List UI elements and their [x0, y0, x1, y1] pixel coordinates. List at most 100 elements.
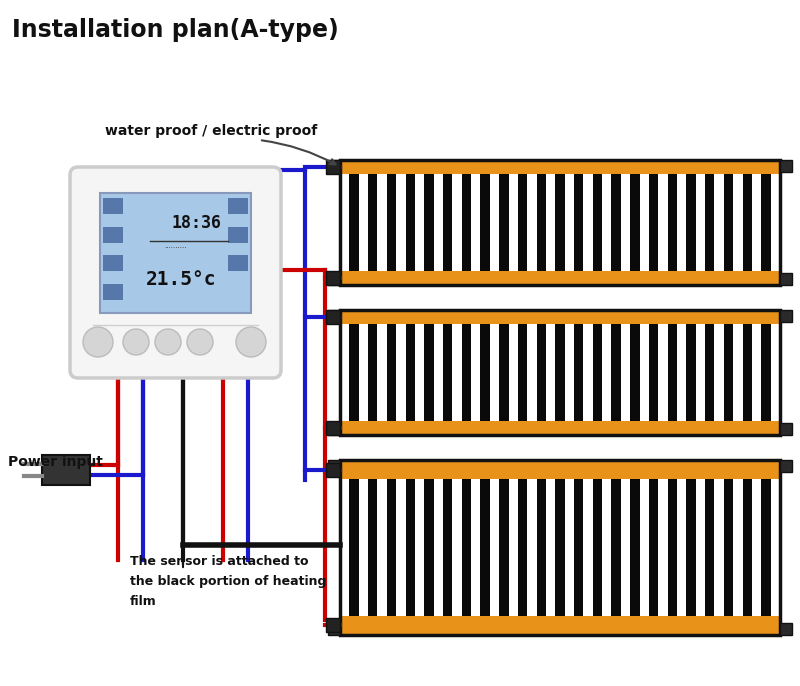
Bar: [527, 480, 537, 616]
Bar: [434, 324, 443, 421]
Bar: [378, 324, 387, 421]
Bar: [358, 174, 368, 271]
Bar: [780, 310, 792, 322]
Bar: [565, 480, 574, 616]
Bar: [326, 271, 340, 285]
Bar: [434, 174, 443, 271]
Bar: [396, 480, 406, 616]
Bar: [328, 310, 340, 322]
Bar: [583, 174, 593, 271]
Bar: [490, 174, 499, 271]
Bar: [340, 310, 780, 435]
Bar: [546, 324, 555, 421]
Bar: [396, 324, 406, 421]
Text: The sensor is attached to
the black portion of heating
film: The sensor is attached to the black port…: [130, 555, 326, 608]
Text: Installation plan(A-type): Installation plan(A-type): [12, 18, 338, 42]
Bar: [770, 480, 780, 616]
Bar: [415, 480, 424, 616]
Bar: [415, 324, 424, 421]
Bar: [677, 480, 686, 616]
Bar: [696, 174, 705, 271]
Bar: [639, 174, 649, 271]
Bar: [340, 460, 780, 635]
Bar: [452, 324, 462, 421]
Bar: [434, 480, 443, 616]
Bar: [639, 480, 649, 616]
Bar: [340, 460, 780, 635]
Bar: [340, 174, 350, 271]
Bar: [780, 460, 792, 472]
Bar: [546, 174, 555, 271]
Bar: [696, 324, 705, 421]
Bar: [328, 623, 340, 635]
Bar: [565, 174, 574, 271]
Bar: [378, 480, 387, 616]
Bar: [471, 174, 481, 271]
Bar: [733, 480, 742, 616]
Bar: [733, 324, 742, 421]
Bar: [471, 480, 481, 616]
Bar: [340, 421, 780, 435]
Bar: [509, 174, 518, 271]
Bar: [621, 174, 630, 271]
Circle shape: [236, 327, 266, 357]
Bar: [326, 421, 340, 435]
Bar: [780, 273, 792, 285]
Bar: [733, 174, 742, 271]
FancyBboxPatch shape: [70, 167, 281, 378]
Bar: [677, 324, 686, 421]
Bar: [621, 480, 630, 616]
Bar: [621, 324, 630, 421]
Bar: [378, 174, 387, 271]
Bar: [103, 284, 123, 300]
Bar: [452, 174, 462, 271]
Bar: [358, 324, 368, 421]
Bar: [752, 480, 762, 616]
Bar: [103, 255, 123, 272]
Bar: [328, 460, 340, 472]
Circle shape: [123, 329, 149, 355]
Bar: [509, 324, 518, 421]
Bar: [326, 618, 340, 632]
Bar: [658, 174, 668, 271]
Bar: [780, 160, 792, 172]
Bar: [326, 160, 340, 174]
Bar: [780, 423, 792, 435]
Bar: [639, 324, 649, 421]
Bar: [471, 324, 481, 421]
Bar: [100, 193, 251, 313]
Bar: [340, 460, 780, 480]
Circle shape: [83, 327, 113, 357]
Bar: [340, 160, 780, 285]
Text: ..........: ..........: [164, 244, 186, 250]
Bar: [358, 480, 368, 616]
Bar: [770, 324, 780, 421]
Bar: [340, 160, 780, 285]
Bar: [328, 273, 340, 285]
Bar: [696, 480, 705, 616]
Bar: [228, 226, 248, 243]
Bar: [340, 271, 780, 285]
Bar: [714, 174, 724, 271]
Bar: [602, 480, 611, 616]
Bar: [527, 324, 537, 421]
Text: 21.5°c: 21.5°c: [146, 270, 217, 289]
Bar: [658, 324, 668, 421]
Bar: [452, 480, 462, 616]
Bar: [658, 480, 668, 616]
Bar: [752, 174, 762, 271]
Bar: [490, 480, 499, 616]
Bar: [42, 455, 90, 485]
Text: Power input: Power input: [8, 455, 103, 469]
Bar: [340, 310, 780, 435]
Bar: [677, 174, 686, 271]
Bar: [583, 324, 593, 421]
Bar: [714, 324, 724, 421]
Bar: [415, 174, 424, 271]
Bar: [340, 310, 780, 324]
Bar: [103, 226, 123, 243]
Bar: [583, 480, 593, 616]
Bar: [340, 160, 780, 174]
Bar: [228, 255, 248, 272]
Bar: [228, 198, 248, 214]
